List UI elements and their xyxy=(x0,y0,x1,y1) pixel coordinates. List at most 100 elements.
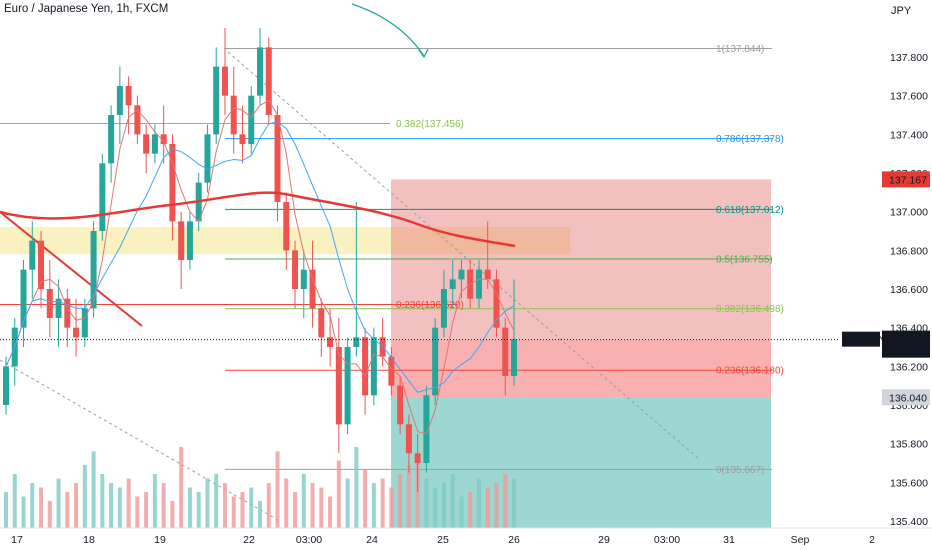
candle-body xyxy=(230,95,237,135)
price-axis[interactable] xyxy=(880,0,932,550)
ma-slow-line xyxy=(0,191,516,248)
volume-bar xyxy=(459,496,464,528)
time-tick-label: 24 xyxy=(366,534,378,546)
candle-body xyxy=(239,134,246,144)
volume-bar xyxy=(275,451,280,528)
candle-body xyxy=(344,347,351,425)
volume-bar xyxy=(39,487,44,528)
candle-body xyxy=(20,269,27,328)
price-tick-label: 136.600 xyxy=(890,284,928,296)
candle-body xyxy=(134,105,141,135)
fib-level-label: 0.786(137.378) xyxy=(716,134,784,145)
time-tick-label: 19 xyxy=(154,534,166,546)
volume-bar xyxy=(135,496,140,528)
candle-body xyxy=(388,356,395,386)
candle-body xyxy=(248,95,255,144)
fib-level-label: 0.382(136.498) xyxy=(716,304,784,315)
target-price-label: 136.040 xyxy=(889,392,927,404)
candle-body xyxy=(143,134,150,154)
candle-body xyxy=(38,240,45,289)
candle-body xyxy=(502,327,509,376)
candle-body xyxy=(186,221,193,260)
symbol-label: EURJPY xyxy=(845,335,886,347)
volume-bar xyxy=(485,487,490,528)
candle-body xyxy=(257,47,263,96)
price-tick-label: 137.400 xyxy=(890,129,928,141)
volume-bar xyxy=(152,474,157,528)
time-tick-label: 03:00 xyxy=(296,534,322,546)
chart-title: Euro / Japanese Yen, 1h, FXCM xyxy=(4,3,169,15)
candle-body xyxy=(221,66,228,96)
stop-price-label-bg xyxy=(882,171,930,188)
volume-bar xyxy=(196,492,201,528)
candle-body xyxy=(90,231,97,309)
volume-bar xyxy=(12,474,17,528)
volume-bar xyxy=(328,496,333,528)
volume-bar xyxy=(293,492,298,528)
stop-price-label: 137.167 xyxy=(889,174,927,186)
fib-level-label: 1(137.844) xyxy=(716,44,764,55)
volume-bar xyxy=(389,487,394,528)
candle-body xyxy=(213,66,220,135)
volume-bar xyxy=(222,483,227,528)
volume-bar xyxy=(249,487,254,528)
candle-body xyxy=(370,337,377,396)
time-tick-label: 03:00 xyxy=(654,534,680,546)
volume-bar xyxy=(240,492,245,528)
volume-bar xyxy=(4,492,8,528)
time-tick-label: 29 xyxy=(598,534,610,546)
volume-bar xyxy=(47,501,52,528)
candle-body xyxy=(160,134,167,144)
last-price-label: 136.338 xyxy=(889,335,927,347)
volume-bar xyxy=(345,478,350,528)
volume-bar xyxy=(398,474,403,528)
candle-body xyxy=(440,289,447,328)
candle-body xyxy=(55,298,62,318)
volume-bar xyxy=(30,483,35,528)
volume-bar xyxy=(468,492,473,528)
candle-body xyxy=(335,347,342,425)
candle-body xyxy=(475,269,482,299)
volume-bar xyxy=(56,478,61,528)
fib-level-label: 0.618(137.012) xyxy=(716,205,784,216)
volume-bar xyxy=(21,496,26,528)
candle-body xyxy=(511,339,517,376)
volume-bar xyxy=(476,478,481,528)
volume-bar xyxy=(100,474,105,528)
time-tick-label: 17 xyxy=(11,534,23,546)
fib-level-label: 0.236(136.520) xyxy=(396,300,464,311)
candle-body xyxy=(178,221,185,260)
candle-body xyxy=(99,163,106,231)
volume-bar xyxy=(91,451,96,528)
volume-bar xyxy=(266,483,271,528)
symbol-tag xyxy=(842,331,880,347)
price-tick-label: 136.800 xyxy=(890,245,928,257)
volume-bar xyxy=(363,469,368,528)
candle-body xyxy=(204,134,211,183)
candle-body xyxy=(484,269,491,280)
trend-line-red xyxy=(0,211,143,327)
volume-bar xyxy=(126,478,131,528)
volume-bar xyxy=(450,474,455,528)
candle-body xyxy=(432,327,439,396)
candle-body xyxy=(397,385,404,425)
candle-body xyxy=(423,395,430,463)
target-price-label-bg xyxy=(882,389,930,406)
fib-level-label: 0(135.667) xyxy=(716,465,764,476)
time-tick-label: 2 xyxy=(869,534,875,546)
curved-arrow xyxy=(351,3,425,57)
open-loss-zone xyxy=(391,339,771,398)
candle-body xyxy=(81,308,88,338)
candle-body xyxy=(327,337,334,347)
price-tick-label: 135.600 xyxy=(890,477,928,489)
volume-bar xyxy=(65,492,70,528)
volume-bar xyxy=(406,465,411,528)
volume-bar xyxy=(503,474,508,528)
time-tick-label: 18 xyxy=(83,534,95,546)
volume-bar xyxy=(258,501,262,528)
price-tick-label: 137.800 xyxy=(890,52,928,64)
time-tick-label: 22 xyxy=(243,534,255,546)
candle-body xyxy=(169,144,176,222)
